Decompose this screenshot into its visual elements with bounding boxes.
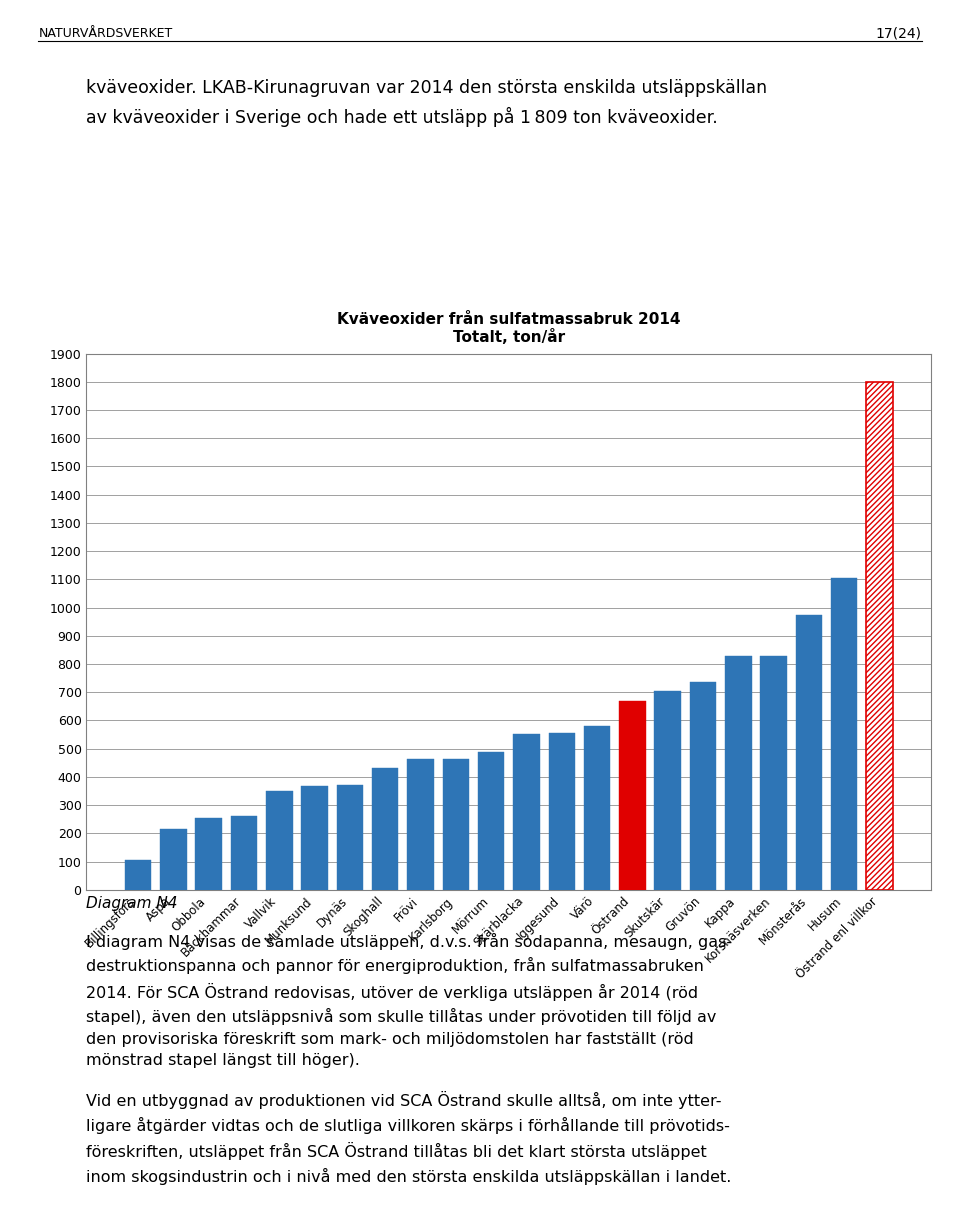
- Text: 17(24): 17(24): [876, 27, 922, 40]
- Bar: [655, 691, 681, 890]
- Bar: [196, 818, 222, 890]
- Title: Kväveoxider från sulfatmassabruk 2014
Totalt, ton/år: Kväveoxider från sulfatmassabruk 2014 To…: [337, 312, 681, 345]
- Bar: [160, 829, 186, 890]
- Bar: [301, 786, 327, 890]
- Bar: [125, 861, 152, 890]
- Text: Diagram N4: Diagram N4: [86, 896, 178, 911]
- Text: NATURVÅRDSVERKET: NATURVÅRDSVERKET: [38, 27, 173, 40]
- Bar: [760, 656, 787, 890]
- Bar: [407, 759, 434, 890]
- Bar: [796, 614, 822, 890]
- Text: Vid en utbyggnad av produktionen vid SCA Östrand skulle alltså, om inte ytter-
l: Vid en utbyggnad av produktionen vid SCA…: [86, 1091, 732, 1185]
- Bar: [337, 785, 363, 890]
- Bar: [619, 701, 646, 890]
- Bar: [725, 656, 752, 890]
- Bar: [478, 752, 504, 890]
- Bar: [690, 681, 716, 890]
- Bar: [443, 758, 469, 890]
- Text: I diagram N4 visas de samlade utsläppen, d.v.s. från sodapanna, mesaugn, gas-
de: I diagram N4 visas de samlade utsläppen,…: [86, 933, 732, 1069]
- Bar: [230, 816, 257, 890]
- Text: kväveoxider. LKAB-Kirunagruvan var 2014 den största enskilda utsläppskällan
av k: kväveoxider. LKAB-Kirunagruvan var 2014 …: [86, 79, 768, 127]
- Bar: [831, 578, 857, 890]
- Bar: [514, 734, 540, 890]
- Bar: [548, 733, 575, 890]
- Bar: [584, 725, 611, 890]
- Bar: [866, 382, 893, 890]
- Bar: [266, 790, 293, 890]
- Bar: [372, 768, 398, 890]
